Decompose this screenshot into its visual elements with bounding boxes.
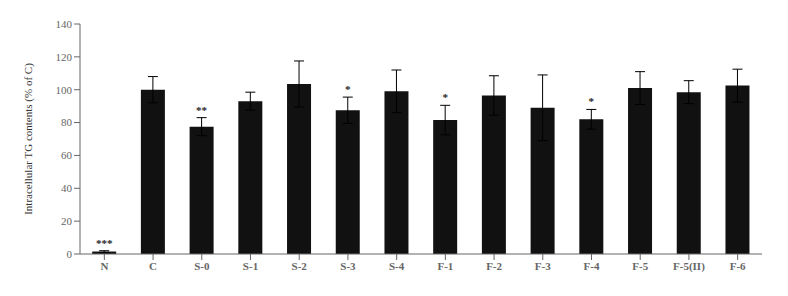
svg-text:F-1: F-1: [437, 260, 453, 272]
svg-text:*: *: [589, 95, 595, 107]
svg-text:S-1: S-1: [243, 260, 258, 272]
svg-text:S-0: S-0: [194, 260, 210, 272]
svg-text:***: ***: [96, 237, 113, 249]
svg-text:60: 60: [61, 149, 73, 161]
svg-text:140: 140: [56, 18, 73, 30]
svg-text:120: 120: [56, 51, 73, 63]
svg-text:**: **: [196, 104, 208, 116]
svg-text:S-4: S-4: [389, 260, 405, 272]
svg-text:F-3: F-3: [535, 260, 551, 272]
svg-text:0: 0: [67, 248, 73, 260]
svg-text:F-5: F-5: [632, 260, 648, 272]
svg-text:F-5(II): F-5(II): [673, 260, 705, 273]
svg-text:40: 40: [61, 182, 73, 194]
svg-text:S-2: S-2: [292, 260, 308, 272]
svg-text:F-6: F-6: [730, 260, 746, 272]
svg-text:F-2: F-2: [486, 260, 502, 272]
svg-text:C: C: [149, 260, 157, 272]
svg-text:*: *: [442, 91, 448, 103]
svg-text:80: 80: [61, 116, 73, 128]
svg-text:S-3: S-3: [340, 260, 356, 272]
svg-text:Intracellular TG contents (% o: Intracellular TG contents (% of C): [22, 63, 35, 215]
svg-text:20: 20: [61, 215, 73, 227]
svg-text:F-4: F-4: [584, 260, 600, 272]
svg-text:N: N: [100, 260, 108, 272]
svg-text:*: *: [345, 83, 351, 95]
svg-text:100: 100: [56, 84, 73, 96]
